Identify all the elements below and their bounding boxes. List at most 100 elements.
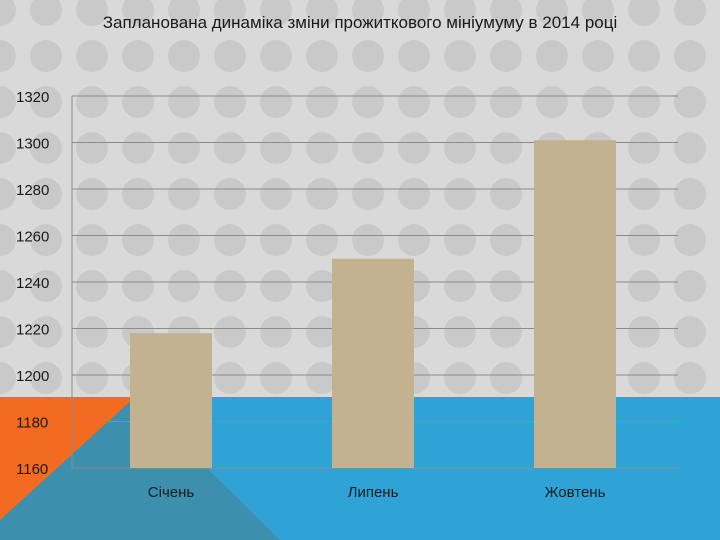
background-dot (444, 132, 476, 164)
background-dot (122, 270, 154, 302)
background-dot (76, 178, 108, 210)
background-dot (76, 270, 108, 302)
background-dot (168, 270, 200, 302)
x-tick-label: Січень (148, 484, 195, 501)
background-dot (260, 132, 292, 164)
background-dot (398, 178, 430, 210)
background-dot (76, 132, 108, 164)
background-dot (122, 178, 154, 210)
background-dot (30, 316, 62, 348)
background-dot (398, 132, 430, 164)
background-dot (30, 224, 62, 256)
background-dot (628, 178, 660, 210)
background-dot (260, 0, 292, 26)
background-dot (214, 224, 246, 256)
background-dot (168, 40, 200, 72)
background-dot (30, 0, 62, 26)
background-dot (0, 86, 16, 118)
background-dot (628, 270, 660, 302)
background-dot (490, 86, 522, 118)
background-dot (306, 40, 338, 72)
y-tick-label: 1160 (16, 461, 48, 478)
background-dot (398, 40, 430, 72)
background-dot (168, 178, 200, 210)
bar (534, 140, 616, 469)
background-dot (214, 362, 246, 394)
background-dot (0, 178, 16, 210)
background-dot (674, 86, 706, 118)
background-dot (536, 0, 568, 26)
y-tick-label: 1180 (16, 415, 48, 432)
background-dot (674, 178, 706, 210)
background-dot (444, 362, 476, 394)
background-dot (444, 40, 476, 72)
background-dot (306, 316, 338, 348)
background-dot (260, 178, 292, 210)
bar (130, 333, 212, 468)
y-tick-label: 1240 (16, 275, 49, 292)
background-dot (444, 270, 476, 302)
background-dot (76, 40, 108, 72)
background-dot (490, 270, 522, 302)
bar (332, 258, 414, 468)
background-dot (30, 86, 62, 118)
background-dot (260, 40, 292, 72)
background-dot (490, 132, 522, 164)
background-dot (352, 132, 384, 164)
background-dot (168, 86, 200, 118)
background-dot (30, 178, 62, 210)
background-dot (260, 316, 292, 348)
background-dot (444, 0, 476, 26)
background-dot (76, 224, 108, 256)
background-dot (490, 178, 522, 210)
background-dot (628, 0, 660, 26)
background-dot (352, 224, 384, 256)
background-dot (306, 0, 338, 26)
background-dot (306, 132, 338, 164)
background-dot (398, 224, 430, 256)
background-dot (490, 0, 522, 26)
background-dot (214, 316, 246, 348)
background-dot (214, 40, 246, 72)
background-dot (674, 40, 706, 72)
background-dot (0, 0, 16, 26)
background-dot (628, 362, 660, 394)
background-dot (628, 40, 660, 72)
background-dot (76, 0, 108, 26)
background-dot (674, 224, 706, 256)
background-dot (168, 132, 200, 164)
background-dot (0, 316, 16, 348)
background-dot (122, 132, 154, 164)
background-dot (352, 86, 384, 118)
background-dot (444, 316, 476, 348)
background-dot (352, 178, 384, 210)
x-tick-label: Липень (348, 484, 399, 501)
background-dot (0, 224, 16, 256)
background-dot (214, 0, 246, 26)
background-dot (306, 362, 338, 394)
y-tick-label: 1280 (16, 182, 49, 199)
y-tick-label: 1200 (16, 368, 49, 385)
background-dot (306, 270, 338, 302)
background-dot (582, 86, 614, 118)
background-dot (168, 0, 200, 26)
background-dot (582, 0, 614, 26)
background-dot (122, 0, 154, 26)
y-tick-label: 1300 (16, 136, 49, 153)
bars (130, 140, 616, 469)
background-dot (260, 362, 292, 394)
background-dot (214, 86, 246, 118)
background-dot (30, 132, 62, 164)
background-dot (628, 224, 660, 256)
background-dot (168, 224, 200, 256)
background-dot (628, 316, 660, 348)
background-dot (490, 224, 522, 256)
background-dot (30, 270, 62, 302)
y-tick-label: 1220 (16, 322, 49, 339)
y-axis-tick-labels: 1160 1180 1200 1220 1240 1260 1280 1300 1320 (16, 89, 49, 478)
background-dot (490, 40, 522, 72)
background-dot (490, 362, 522, 394)
chart-title: Запланована динаміка зміни прожиткового … (102, 13, 618, 32)
